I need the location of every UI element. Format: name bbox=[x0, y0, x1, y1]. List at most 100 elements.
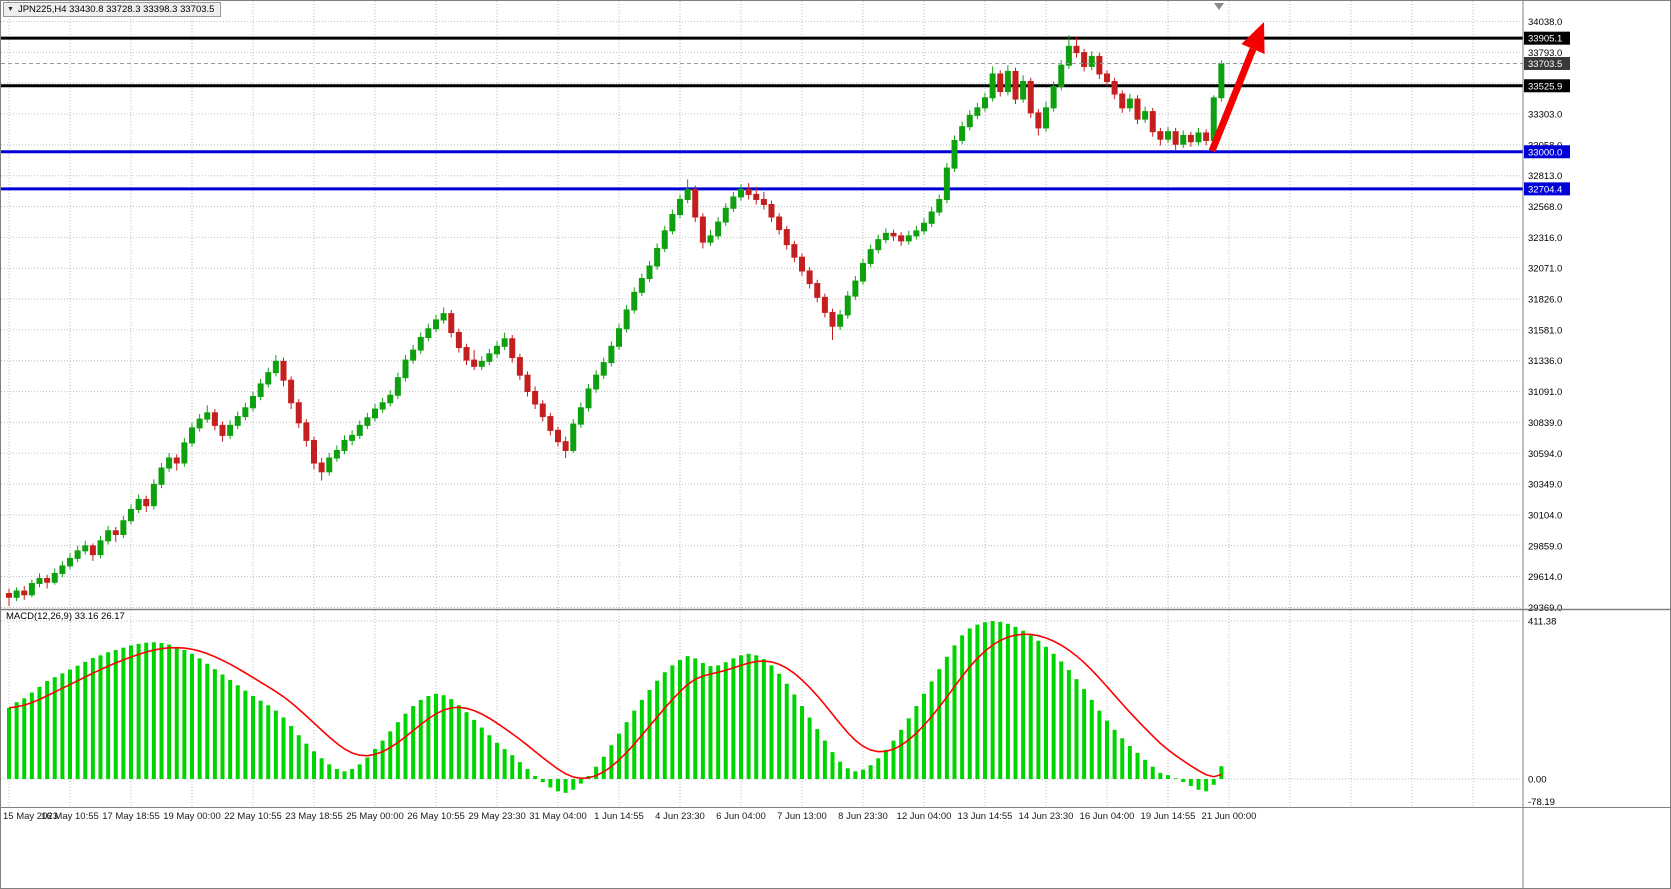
arrow-shaft[interactable] bbox=[1208, 47, 1257, 153]
time-axis-label: 22 May 10:55 bbox=[224, 811, 282, 822]
candle bbox=[1096, 55, 1103, 75]
candle bbox=[654, 247, 661, 267]
candle bbox=[478, 360, 485, 367]
candle bbox=[867, 249, 874, 264]
candle bbox=[158, 467, 165, 485]
horizontal-line-objects[interactable] bbox=[1, 36, 1523, 191]
macd-bar bbox=[990, 621, 995, 779]
one-click-trading-toggle-icon[interactable]: ▼ bbox=[7, 6, 14, 13]
macd-bar bbox=[929, 681, 934, 779]
candle bbox=[997, 73, 1004, 93]
candle bbox=[501, 338, 508, 347]
macd-bar bbox=[144, 642, 149, 779]
candle bbox=[1027, 80, 1034, 114]
macd-bar bbox=[548, 779, 553, 788]
time-axis-label: 29 May 23:30 bbox=[468, 811, 526, 822]
price-axis-label: 30594.0 bbox=[1528, 449, 1562, 460]
candle bbox=[311, 439, 317, 464]
macd-bar bbox=[922, 693, 926, 779]
macd-bar bbox=[197, 658, 202, 779]
macd-bar bbox=[624, 722, 629, 779]
arrow-head[interactable] bbox=[1241, 22, 1265, 54]
price-axis[interactable]: 34038.033793.033303.033058.032813.032568… bbox=[1524, 17, 1570, 614]
macd-bar bbox=[220, 674, 225, 779]
macd-axis[interactable]: 411.38 0.00 -78.19 bbox=[1528, 617, 1556, 809]
macd-bar bbox=[838, 761, 843, 779]
macd-bar bbox=[258, 700, 263, 779]
macd-bar bbox=[411, 706, 416, 779]
macd-bar bbox=[578, 779, 583, 784]
macd-bar bbox=[975, 624, 980, 779]
macd-bar bbox=[655, 680, 660, 779]
candle bbox=[181, 442, 188, 464]
candle bbox=[524, 374, 531, 392]
candle bbox=[494, 345, 500, 355]
candle bbox=[410, 349, 417, 361]
candle bbox=[608, 345, 615, 364]
macd-bar bbox=[479, 727, 484, 779]
candle bbox=[89, 545, 96, 556]
candle bbox=[814, 283, 821, 298]
macd-bar bbox=[563, 779, 568, 793]
price-axis-label: 29859.0 bbox=[1528, 541, 1562, 552]
candle bbox=[189, 427, 195, 444]
candle bbox=[943, 167, 950, 200]
candle bbox=[425, 328, 432, 339]
candle bbox=[440, 313, 447, 321]
macd-signal-line bbox=[8, 633, 1222, 780]
candle bbox=[372, 408, 378, 419]
candle bbox=[684, 188, 691, 200]
macd-bar bbox=[29, 692, 34, 779]
macd-bar bbox=[914, 706, 919, 779]
macd-bar bbox=[1196, 779, 1201, 790]
candle bbox=[1104, 73, 1110, 82]
candle bbox=[585, 388, 592, 409]
candle bbox=[59, 565, 66, 574]
macd-bar bbox=[1204, 779, 1209, 792]
hline-price-tag bbox=[1524, 145, 1570, 159]
candle bbox=[28, 582, 35, 596]
candle bbox=[166, 457, 173, 469]
macd-bar bbox=[296, 735, 301, 779]
macd-bar bbox=[403, 713, 408, 779]
chart-shift-marker-icon[interactable] bbox=[1214, 3, 1224, 10]
macd-bar bbox=[1051, 653, 1056, 779]
price-axis-label: 30839.0 bbox=[1528, 418, 1562, 429]
candle bbox=[394, 377, 401, 396]
candle bbox=[51, 572, 58, 583]
candle bbox=[1165, 131, 1171, 140]
time-axis-label: 19 Jun 14:55 bbox=[1141, 811, 1196, 822]
macd-histogram bbox=[7, 621, 1224, 793]
candle bbox=[1065, 45, 1072, 66]
candle bbox=[738, 188, 744, 198]
time-axis-label: 16 May 10:55 bbox=[41, 811, 99, 822]
hline-price-tag bbox=[1524, 182, 1570, 196]
candle bbox=[1081, 52, 1088, 67]
macd-bar bbox=[845, 768, 850, 779]
macd-bar bbox=[98, 655, 103, 779]
candle bbox=[753, 193, 760, 200]
macd-bar bbox=[944, 656, 949, 779]
macd-bar bbox=[662, 672, 667, 779]
macd-bar bbox=[449, 699, 454, 779]
candle bbox=[890, 232, 897, 237]
macd-bar bbox=[891, 740, 896, 779]
macd-bar bbox=[342, 771, 347, 779]
macd-bar bbox=[212, 669, 217, 779]
candle bbox=[433, 319, 439, 330]
macd-bar bbox=[647, 689, 652, 779]
time-axis-label: 25 May 00:00 bbox=[346, 811, 404, 822]
candle bbox=[844, 295, 851, 316]
candle bbox=[1111, 80, 1118, 95]
candle bbox=[280, 360, 287, 381]
trend-arrow-annotation[interactable] bbox=[1208, 22, 1265, 153]
candle bbox=[1134, 98, 1141, 120]
candle bbox=[272, 360, 279, 374]
candle bbox=[1119, 93, 1126, 109]
macd-bar bbox=[792, 694, 797, 779]
candle bbox=[1142, 111, 1149, 120]
macd-bar bbox=[822, 740, 827, 779]
price-axis-label: 33793.0 bbox=[1528, 48, 1562, 59]
